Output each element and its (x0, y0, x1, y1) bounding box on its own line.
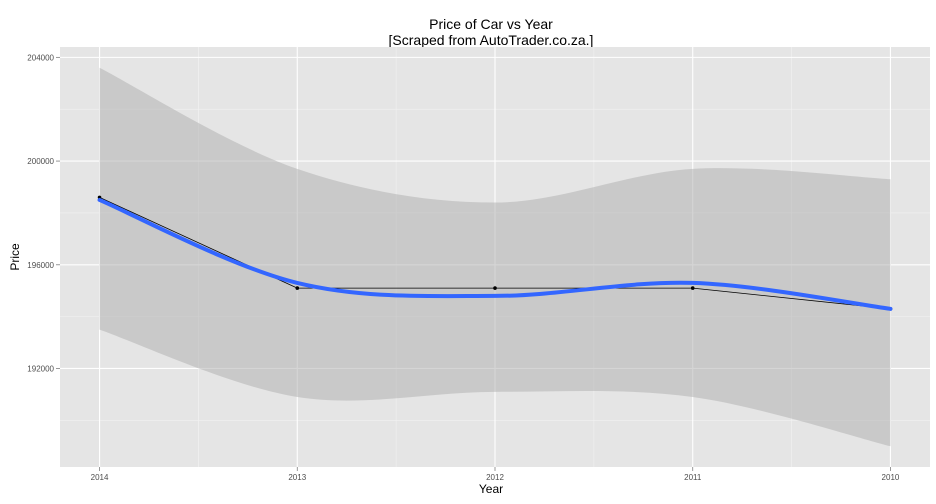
x-tick-label: 2014 (91, 473, 109, 482)
y-tick-label: 196000 (27, 261, 54, 270)
x-tick-label: 2013 (288, 473, 306, 482)
x-axis: 2014 2013 2012 2011 2010 (91, 467, 900, 482)
x-tick-label: 2012 (486, 473, 504, 482)
data-point (295, 286, 300, 290)
data-point (493, 286, 497, 290)
smoothed-trend-line (97, 197, 893, 311)
chart-title: Price of Car vs Year (429, 16, 553, 32)
y-tick-label: 204000 (27, 53, 54, 62)
x-tick-label: 2010 (882, 473, 900, 482)
x-tick-label: 2011 (684, 473, 702, 482)
confidence-band (99, 67, 891, 447)
y-tick-label: 200000 (27, 157, 54, 166)
x-axis-label: Year (479, 482, 503, 496)
y-axis: 192000 196000 200000 204000 (27, 53, 60, 373)
chart-subtitle: [Scraped from AutoTrader.co.za.] (389, 32, 594, 48)
y-tick-label: 192000 (27, 364, 54, 373)
data-point (690, 286, 695, 290)
y-axis-label: Price (8, 243, 22, 271)
